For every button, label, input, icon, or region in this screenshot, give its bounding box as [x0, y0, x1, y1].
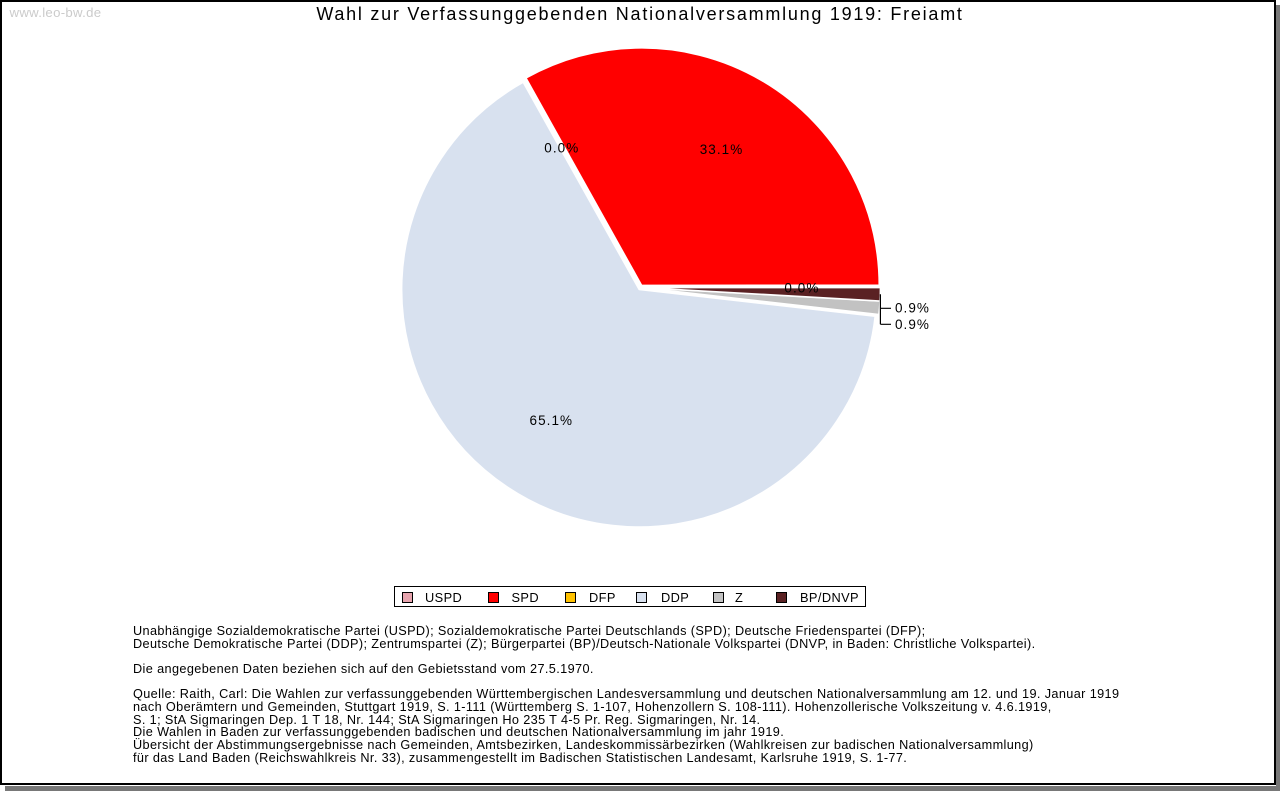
svg-text:33.1%: 33.1%	[700, 142, 744, 157]
svg-text:0.9%: 0.9%	[895, 317, 930, 332]
svg-text:65.1%: 65.1%	[530, 413, 574, 428]
svg-text:0.0%: 0.0%	[784, 280, 819, 295]
svg-text:0.9%: 0.9%	[895, 301, 930, 316]
svg-text:0.0%: 0.0%	[544, 141, 579, 156]
